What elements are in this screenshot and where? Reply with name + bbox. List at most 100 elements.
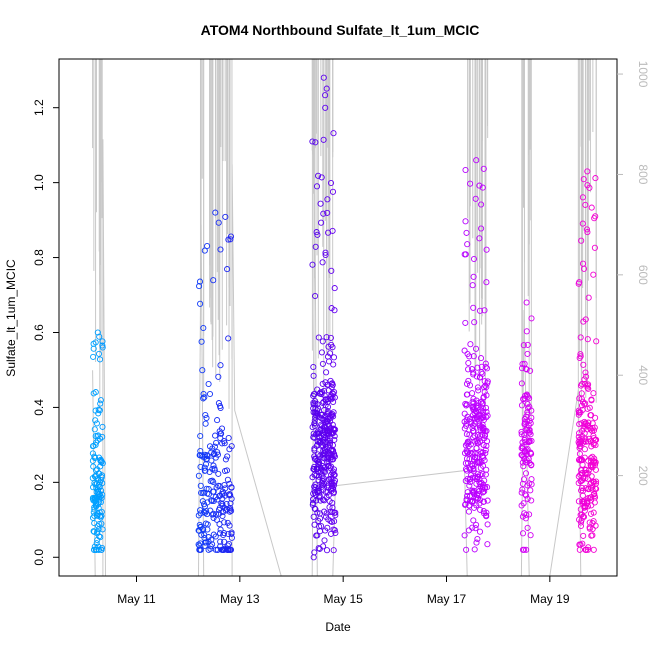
data-point bbox=[318, 432, 325, 439]
data-point bbox=[465, 443, 472, 450]
data-point bbox=[195, 527, 202, 534]
data-point bbox=[469, 428, 477, 435]
data-point bbox=[320, 432, 327, 439]
data-point bbox=[92, 495, 99, 502]
data-point bbox=[318, 219, 325, 226]
data-point bbox=[590, 432, 597, 439]
data-point bbox=[311, 420, 318, 427]
data-point bbox=[98, 487, 105, 494]
data-point bbox=[330, 425, 337, 432]
data-point bbox=[319, 442, 326, 449]
data-point bbox=[98, 495, 105, 502]
data-point bbox=[99, 423, 106, 430]
data-point bbox=[329, 381, 336, 389]
data-point bbox=[473, 157, 480, 164]
data-point bbox=[324, 353, 332, 360]
data-point bbox=[330, 429, 337, 436]
data-point bbox=[522, 392, 529, 399]
data-point bbox=[480, 165, 487, 172]
x-axis-label: Date bbox=[325, 620, 351, 634]
data-point bbox=[95, 504, 102, 512]
data-point bbox=[227, 500, 234, 507]
data-point bbox=[329, 227, 336, 234]
data-point bbox=[206, 390, 214, 398]
data-point bbox=[215, 400, 222, 407]
y2-tick-label: 600 bbox=[636, 265, 650, 285]
data-point bbox=[524, 341, 531, 348]
data-point bbox=[90, 353, 97, 360]
data-point bbox=[324, 398, 331, 406]
data-point bbox=[313, 229, 320, 236]
data-point bbox=[226, 522, 233, 529]
data-point bbox=[217, 362, 224, 369]
data-point bbox=[330, 409, 337, 416]
data-point bbox=[322, 104, 329, 111]
data-point bbox=[197, 300, 204, 307]
data-point bbox=[91, 520, 98, 527]
y-tick-label: 0.2 bbox=[32, 474, 46, 491]
data-point bbox=[195, 512, 202, 519]
data-point bbox=[472, 525, 479, 532]
data-point bbox=[467, 479, 474, 486]
data-point bbox=[467, 341, 474, 348]
data-point bbox=[222, 213, 229, 220]
data-point bbox=[578, 435, 585, 443]
data-point bbox=[470, 517, 477, 524]
data-point bbox=[464, 459, 472, 467]
data-point bbox=[221, 467, 229, 475]
data-point bbox=[316, 510, 324, 517]
data-point bbox=[91, 543, 98, 550]
data-point bbox=[589, 532, 596, 539]
data-point bbox=[224, 266, 231, 273]
data-point bbox=[478, 201, 485, 208]
data-point bbox=[522, 438, 529, 445]
data-point bbox=[312, 412, 319, 419]
data-point bbox=[588, 484, 595, 491]
data-point bbox=[480, 489, 487, 496]
data-point bbox=[201, 247, 208, 254]
data-point bbox=[309, 261, 316, 268]
data-point bbox=[91, 453, 98, 460]
data-point bbox=[524, 524, 531, 531]
data-point bbox=[207, 507, 214, 514]
data-point bbox=[468, 419, 475, 426]
data-point bbox=[195, 472, 202, 479]
data-point bbox=[95, 406, 102, 413]
data-point bbox=[226, 508, 233, 515]
data-point bbox=[329, 188, 337, 195]
data-point bbox=[332, 512, 339, 519]
data-point bbox=[217, 435, 224, 442]
x-tick-label: May 11 bbox=[117, 592, 156, 606]
data-point bbox=[481, 485, 488, 492]
data-point bbox=[479, 370, 486, 377]
data-point bbox=[587, 455, 594, 462]
data-point bbox=[480, 498, 487, 505]
data-point bbox=[311, 391, 318, 398]
data-point bbox=[591, 244, 598, 251]
data-point bbox=[473, 445, 480, 452]
data-point bbox=[197, 482, 204, 489]
data-point bbox=[200, 395, 207, 402]
data-point bbox=[217, 543, 224, 550]
data-point bbox=[331, 285, 338, 292]
data-point bbox=[327, 518, 334, 525]
data-point bbox=[477, 496, 484, 504]
data-point bbox=[463, 546, 470, 553]
data-point bbox=[578, 390, 585, 397]
data-point bbox=[203, 485, 210, 492]
data-point bbox=[226, 446, 233, 453]
data-point bbox=[330, 482, 338, 489]
data-point bbox=[205, 380, 212, 388]
data-point bbox=[329, 410, 336, 418]
data-point bbox=[470, 449, 477, 456]
data-point bbox=[327, 530, 335, 537]
data-point bbox=[330, 466, 338, 473]
data-point bbox=[311, 409, 318, 416]
data-point bbox=[91, 473, 98, 480]
data-point bbox=[470, 255, 478, 263]
data-point bbox=[314, 457, 321, 464]
data-point bbox=[476, 307, 484, 314]
data-point bbox=[587, 462, 594, 469]
data-point bbox=[320, 439, 327, 446]
